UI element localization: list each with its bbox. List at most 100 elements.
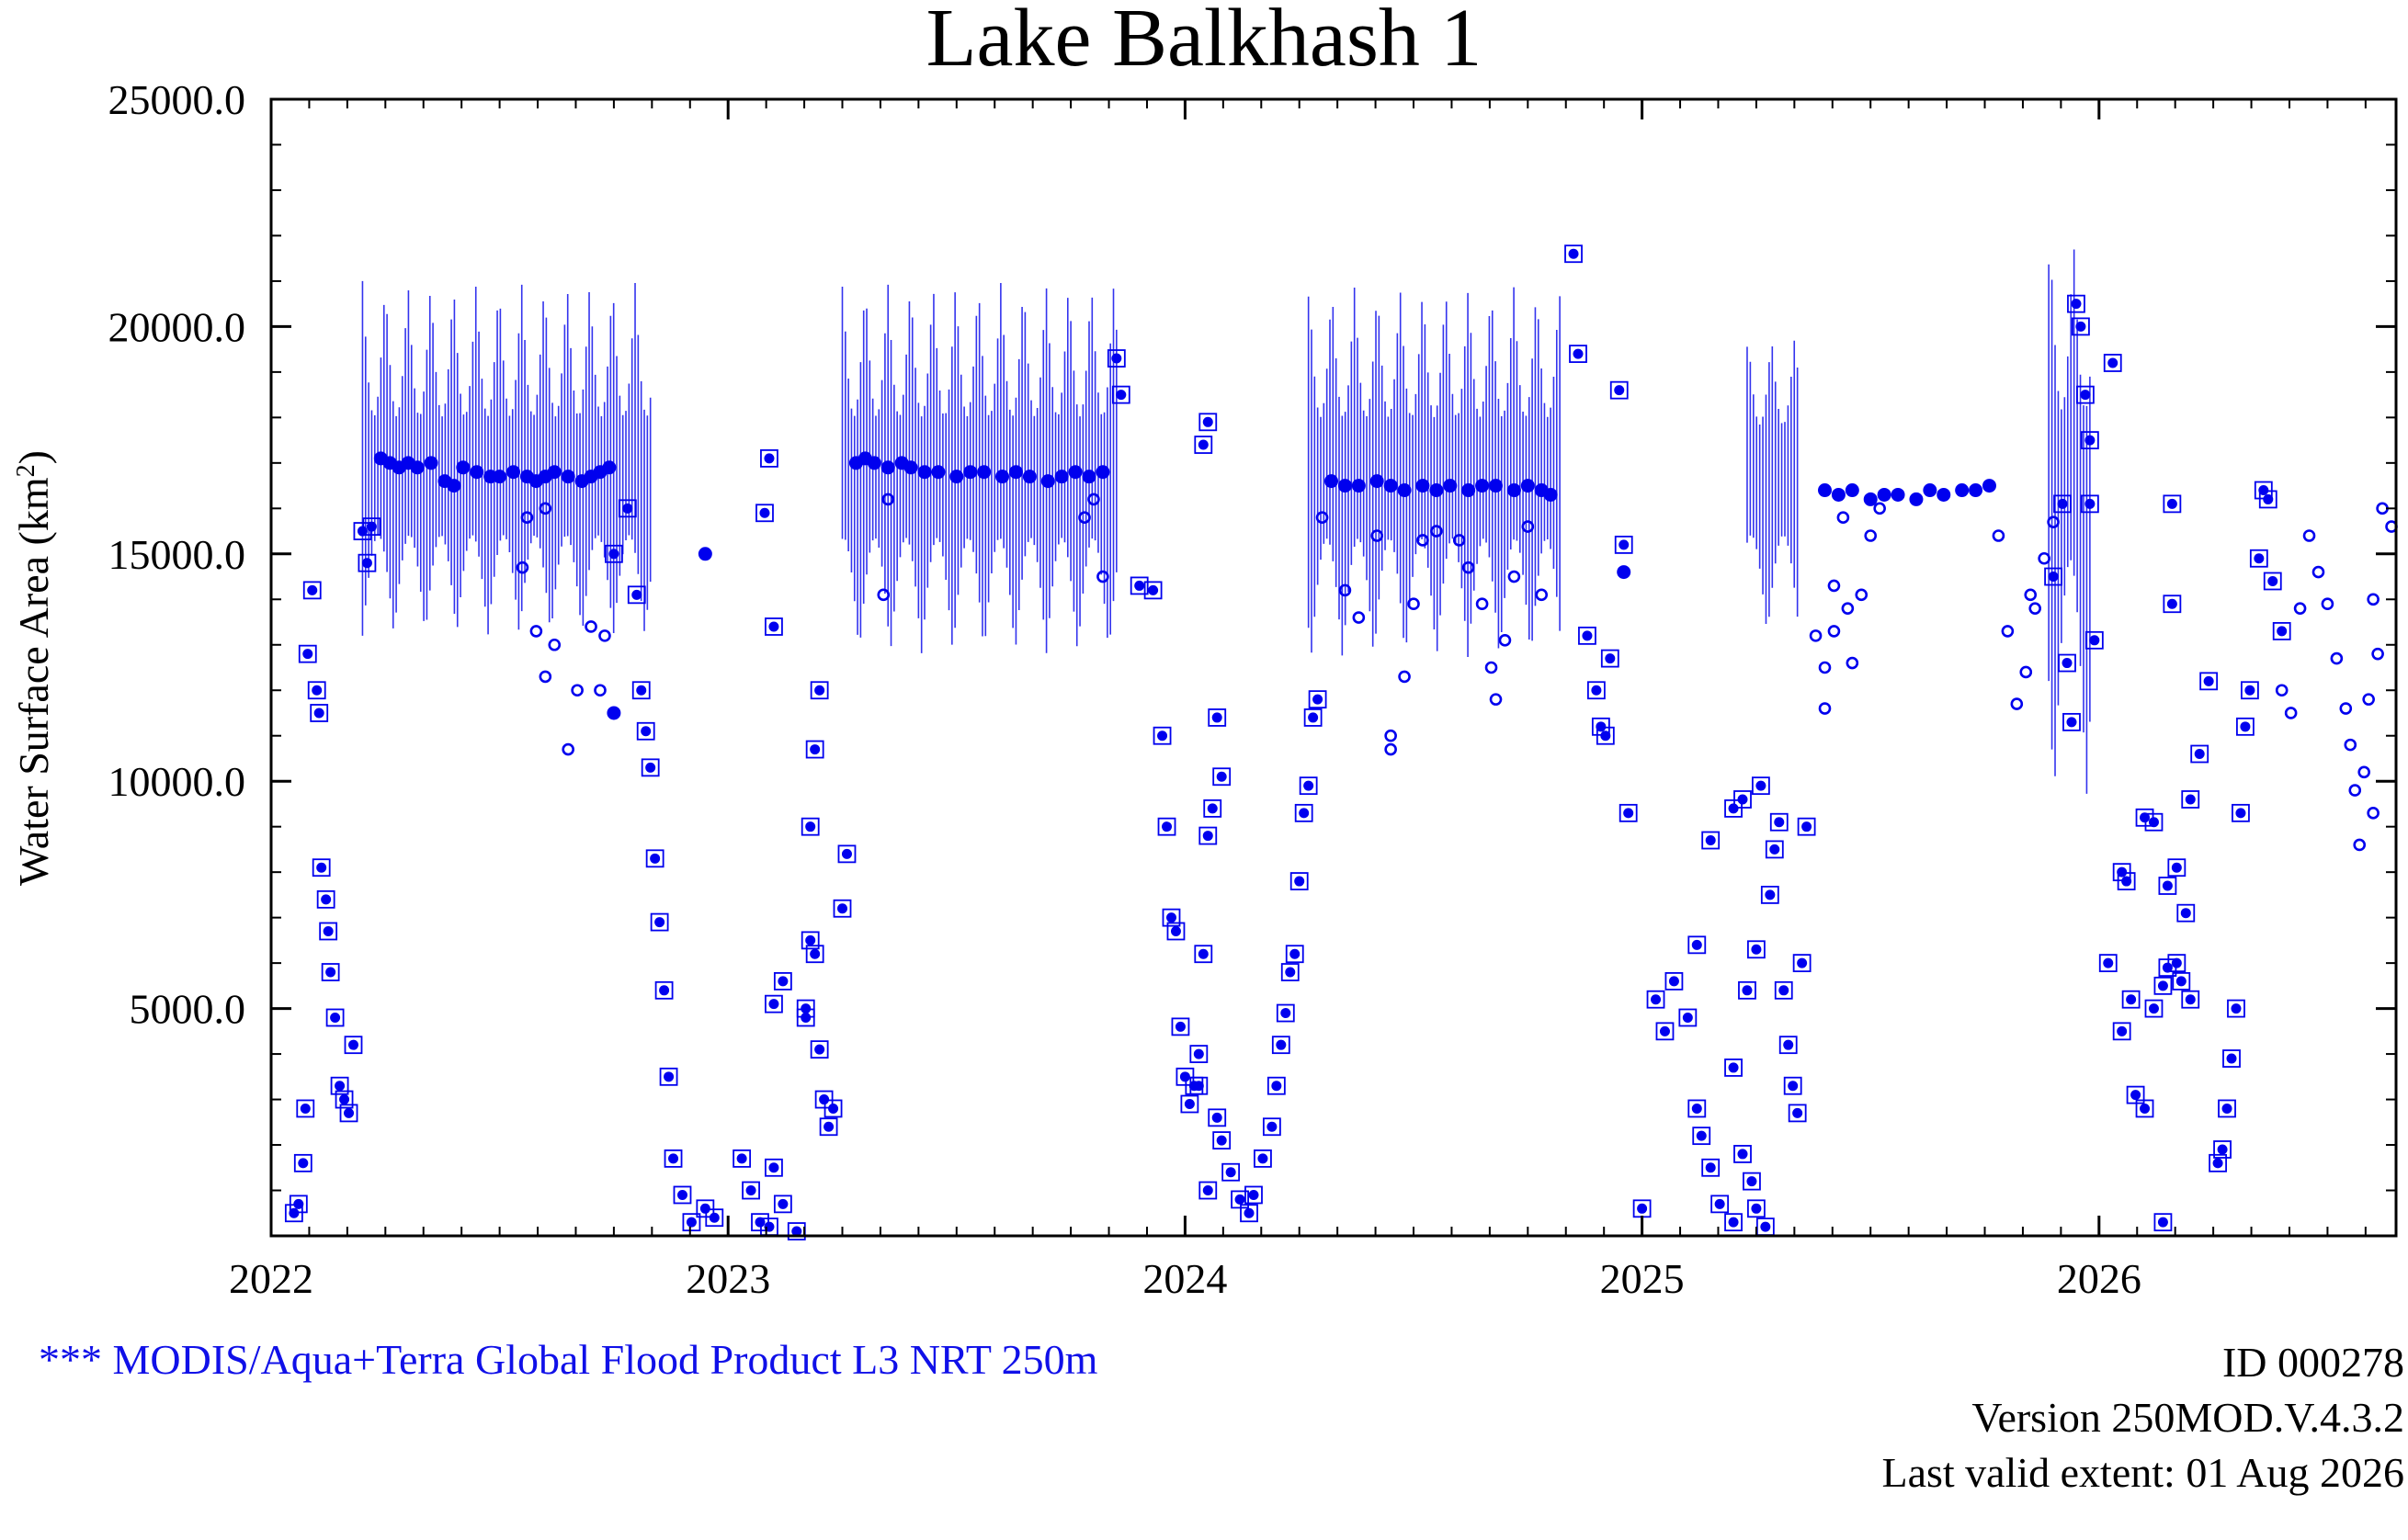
data-point bbox=[2171, 957, 2182, 968]
data-point-square bbox=[1678, 1008, 1698, 1027]
data-point bbox=[1778, 985, 1789, 996]
data-point bbox=[2235, 808, 2246, 819]
data-point bbox=[447, 479, 461, 493]
data-point bbox=[312, 685, 323, 696]
data-point bbox=[819, 1094, 830, 1105]
data-point bbox=[2162, 880, 2173, 891]
data-point bbox=[1955, 483, 1970, 498]
data-point-square bbox=[1609, 380, 1629, 400]
data-point-square bbox=[2167, 858, 2187, 878]
data-point-square bbox=[1244, 1185, 1263, 1205]
data-point bbox=[2130, 1090, 2141, 1101]
data-point bbox=[823, 1121, 835, 1132]
data-point bbox=[1755, 780, 1766, 791]
data-point-open bbox=[881, 493, 895, 506]
data-point-open bbox=[1507, 570, 1521, 583]
data-point-square bbox=[2058, 653, 2076, 673]
data-point-open bbox=[1992, 529, 2005, 542]
data-point-square bbox=[810, 1040, 829, 1059]
data-point-square bbox=[605, 544, 623, 563]
data-point bbox=[1605, 653, 1616, 664]
data-point bbox=[2267, 575, 2278, 586]
data-point-open bbox=[539, 502, 552, 515]
data-point bbox=[2148, 1003, 2159, 1014]
data-point bbox=[1651, 994, 1662, 1005]
data-point-square bbox=[631, 681, 651, 700]
data-point-square bbox=[1294, 803, 1313, 822]
data-point bbox=[841, 848, 852, 859]
data-point-open bbox=[2293, 602, 2307, 615]
data-point bbox=[1668, 976, 1679, 987]
data-point bbox=[1737, 1149, 1748, 1160]
data-point-open bbox=[2302, 529, 2316, 542]
data-point-square bbox=[1586, 681, 1606, 700]
data-point bbox=[1193, 1081, 1204, 1092]
data-point bbox=[1276, 1039, 1287, 1050]
data-point bbox=[335, 1081, 346, 1092]
data-point bbox=[1443, 479, 1458, 493]
data-point-square bbox=[1751, 776, 1770, 796]
data-point-square bbox=[1203, 798, 1222, 818]
data-point-square bbox=[627, 585, 646, 605]
data-point-square bbox=[1107, 349, 1126, 368]
data-point bbox=[1303, 780, 1314, 791]
data-point bbox=[1714, 1198, 1725, 1209]
data-point bbox=[2157, 1217, 2168, 1228]
data-point-open bbox=[1818, 661, 1832, 674]
data-point bbox=[347, 1039, 358, 1050]
data-point-square bbox=[1212, 1131, 1232, 1149]
data-point-square bbox=[2126, 1085, 2145, 1104]
data-point-square bbox=[2222, 1049, 2241, 1068]
data-point bbox=[1801, 821, 1812, 832]
data-point bbox=[1751, 944, 1762, 955]
data-point-open bbox=[1827, 579, 1841, 593]
data-point-open bbox=[2362, 693, 2375, 706]
data-point bbox=[1225, 1167, 1236, 1178]
y-tick-label: 10000.0 bbox=[108, 758, 246, 805]
data-point bbox=[1637, 1203, 1648, 1214]
x-tick-label: 2025 bbox=[1600, 1255, 1685, 1302]
data-point-square bbox=[2176, 903, 2196, 923]
data-point-open bbox=[2371, 647, 2384, 661]
data-point bbox=[2140, 1103, 2151, 1114]
data-point bbox=[645, 762, 656, 773]
data-point bbox=[1506, 483, 1521, 498]
data-point-open bbox=[598, 629, 611, 642]
data-point bbox=[2048, 572, 2059, 583]
data-point bbox=[1202, 1185, 1213, 1196]
data-point bbox=[698, 547, 712, 561]
data-point-square bbox=[650, 912, 669, 932]
data-point-square bbox=[330, 1076, 349, 1095]
data-point bbox=[2254, 553, 2265, 564]
data-point bbox=[2171, 862, 2182, 873]
data-point bbox=[1207, 803, 1218, 814]
data-point-open bbox=[562, 742, 574, 756]
data-point bbox=[659, 985, 670, 996]
data-point-square bbox=[1198, 1181, 1218, 1200]
data-point-open bbox=[2348, 784, 2362, 797]
data-point-square bbox=[1180, 1094, 1199, 1114]
data-point-square bbox=[1701, 831, 1721, 850]
data-point bbox=[1193, 1048, 1204, 1059]
data-point bbox=[768, 999, 779, 1010]
data-point-square bbox=[358, 553, 377, 572]
data-point-square bbox=[312, 858, 331, 878]
data-point-square bbox=[1166, 922, 1186, 941]
data-point bbox=[2140, 812, 2151, 823]
data-point-square bbox=[801, 817, 820, 836]
data-point-open bbox=[2367, 593, 2380, 606]
data-point-square bbox=[1783, 1076, 1802, 1095]
data-point-open bbox=[1521, 520, 1535, 533]
data-point-open bbox=[2024, 588, 2038, 602]
data-point-square bbox=[2153, 1213, 2173, 1232]
data-point-square bbox=[673, 1185, 692, 1205]
data-point bbox=[1170, 925, 1181, 936]
data-point bbox=[903, 460, 918, 475]
data-point bbox=[1774, 817, 1785, 828]
data-point-square bbox=[2072, 317, 2090, 336]
data-point bbox=[1591, 685, 1602, 696]
data-point bbox=[1728, 1217, 1739, 1228]
data-point bbox=[293, 1198, 304, 1209]
data-point bbox=[1415, 479, 1430, 493]
data-point bbox=[1742, 985, 1753, 996]
